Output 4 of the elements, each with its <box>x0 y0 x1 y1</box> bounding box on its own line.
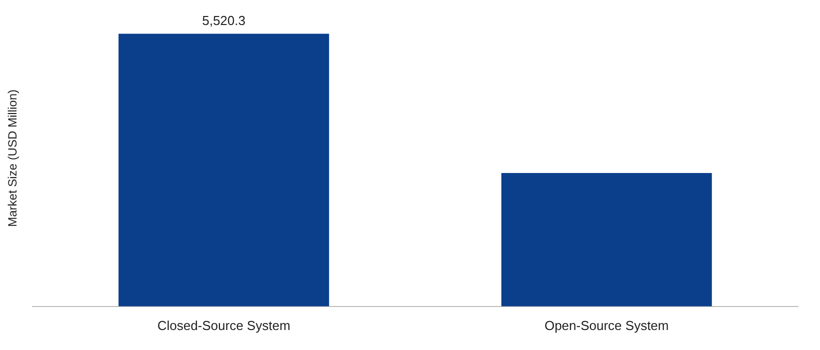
data-label: 5,520.3 <box>202 12 246 28</box>
x-tick-label: Closed-Source System <box>157 318 290 333</box>
y-axis-title: Market Size (USD Million) <box>6 90 20 227</box>
x-tick-label: Open-Source System <box>544 318 669 333</box>
